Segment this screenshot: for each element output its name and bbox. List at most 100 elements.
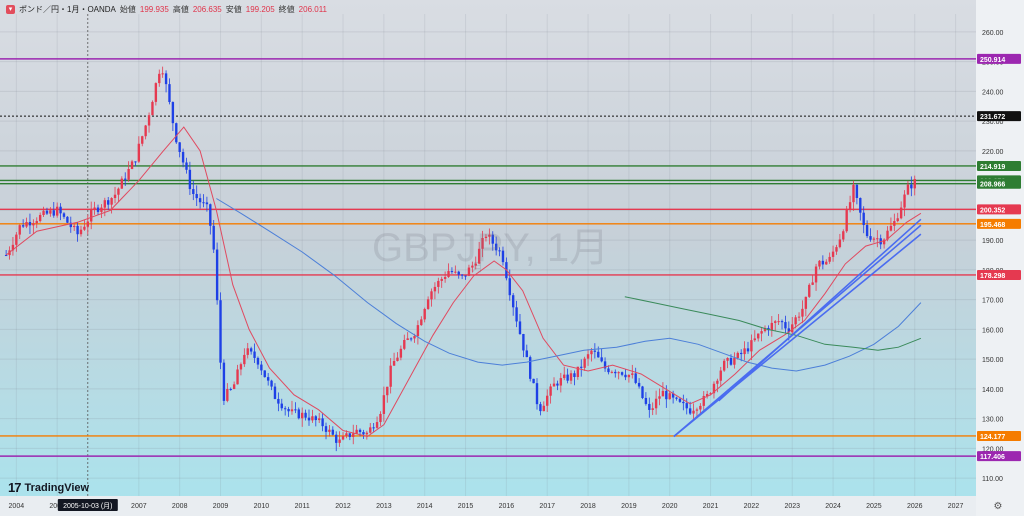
candle-body	[229, 388, 232, 390]
candle-body	[532, 378, 535, 384]
candle-body	[539, 404, 542, 412]
candle-body	[32, 223, 35, 226]
x-tick-label: 2016	[499, 503, 515, 510]
candle-body	[855, 184, 859, 198]
price-axis-panel	[976, 0, 1024, 516]
candle-body	[386, 386, 389, 396]
candle-body	[865, 225, 869, 237]
candle-body	[535, 383, 539, 405]
candle-body	[760, 331, 763, 334]
candle-body	[818, 260, 821, 267]
candle-body	[641, 386, 644, 398]
candle-body	[93, 207, 96, 210]
candle-body	[675, 397, 678, 399]
candle-body	[49, 210, 52, 214]
candle-body	[226, 388, 229, 401]
candle-body	[471, 265, 474, 268]
candle-body	[726, 357, 729, 361]
x-tick-label: 2004	[9, 503, 25, 510]
candle-body	[682, 401, 685, 404]
candle-body	[845, 209, 848, 232]
y-tick-label: 190.00	[982, 238, 1004, 245]
candle-body	[144, 125, 147, 137]
candle-body	[777, 321, 780, 323]
candle-body	[457, 271, 460, 275]
candle-body	[770, 322, 774, 331]
candle-body	[665, 390, 668, 400]
candle-body	[454, 271, 457, 273]
candle-body	[185, 162, 188, 170]
candle-body	[576, 366, 580, 377]
candle-body	[392, 360, 396, 366]
trendline	[718, 218, 922, 402]
candle-body	[654, 398, 658, 409]
candle-body	[202, 202, 205, 204]
candle-body	[175, 123, 178, 143]
candle-body	[529, 357, 532, 379]
tradingview-logo[interactable]: 17 TradingView	[8, 480, 89, 495]
candle-body	[25, 221, 28, 227]
candle-body	[896, 218, 899, 222]
candle-body	[311, 416, 314, 421]
candle-body	[389, 365, 392, 387]
candle-body	[780, 321, 784, 323]
symbol-flag-icon[interactable]: ▾	[6, 5, 15, 14]
candle-body	[787, 328, 791, 333]
candle-body	[147, 115, 151, 126]
candle-body	[151, 101, 154, 116]
candle-body	[246, 348, 249, 355]
candle-body	[828, 256, 831, 262]
x-tick-label: 2027	[948, 503, 964, 510]
candle-body	[369, 427, 372, 433]
candle-body	[365, 432, 369, 435]
candle-body	[481, 238, 484, 249]
candle-body	[522, 334, 525, 351]
candle-body	[889, 225, 893, 231]
candle-body	[141, 136, 144, 144]
candle-body	[808, 284, 811, 297]
time-axis-panel	[0, 496, 976, 516]
candle-body	[739, 352, 743, 355]
candle-body	[882, 239, 886, 245]
candle-body	[375, 422, 379, 428]
level-label: 117.406	[980, 454, 1005, 461]
candle-body	[352, 433, 355, 437]
candle-body	[399, 348, 403, 358]
candle-body	[814, 266, 818, 283]
candle-body	[324, 426, 328, 432]
candle-body	[270, 380, 273, 387]
candle-body	[862, 212, 865, 226]
candle-body	[72, 225, 76, 228]
candle-body	[253, 351, 256, 358]
x-tick-label: 2011	[295, 503, 310, 510]
level-badge	[977, 218, 1021, 229]
level-label: 214.919	[980, 164, 1005, 171]
candle-body	[719, 370, 722, 381]
candle-body	[573, 373, 576, 377]
candle-body	[876, 238, 879, 240]
x-tick-label: 2026	[907, 503, 923, 510]
level-label: 208.966	[980, 182, 1005, 189]
candle-body	[413, 336, 416, 339]
candle-body	[287, 408, 290, 412]
y-tick-label: 130.00	[982, 417, 1004, 424]
y-tick-label: 260.00	[982, 30, 1004, 37]
candle-body	[96, 207, 100, 212]
candle-body	[736, 352, 739, 359]
x-tick-label: 2005	[49, 503, 65, 510]
candle-body	[290, 409, 294, 412]
candle-body	[181, 151, 185, 163]
candle-body	[443, 276, 447, 279]
candle-body	[569, 373, 573, 381]
tradingview-logo-icon: 17	[8, 480, 22, 495]
candle-body	[28, 221, 32, 226]
x-tick-label: 2023	[784, 503, 800, 510]
candle-body	[66, 216, 69, 223]
candle-body	[464, 275, 467, 277]
candle-body	[580, 366, 583, 368]
symbol-title[interactable]: ポンド／円・1月・OANDA	[19, 5, 116, 14]
candle-body	[236, 369, 239, 385]
open-value: 199.935	[139, 5, 169, 14]
